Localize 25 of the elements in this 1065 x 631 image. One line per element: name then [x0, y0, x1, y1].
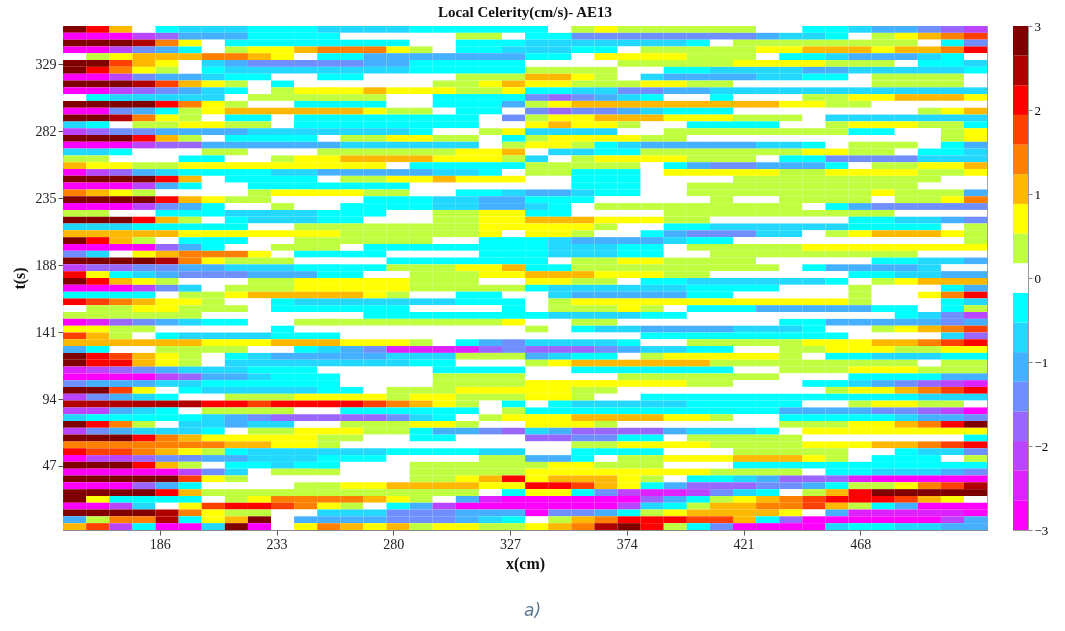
- x-tick-label: 327: [500, 536, 522, 552]
- x-tick-label: 233: [266, 536, 288, 552]
- x-tick-label: 421: [733, 536, 755, 552]
- chart-title: Local Celerity(cm/s)- AE13: [437, 4, 613, 21]
- color-bar-label: −1: [1034, 354, 1049, 370]
- color-bar-label: 2: [1034, 102, 1041, 118]
- y-tick-label: 188: [35, 257, 57, 273]
- x-tick-label: 374: [616, 536, 638, 552]
- text: a): [523, 600, 542, 620]
- y-tick-label: 329: [35, 56, 57, 72]
- y-tick-label: 47: [42, 458, 57, 474]
- y-tick-label: 94: [42, 391, 57, 407]
- x-tick-label: 468: [850, 536, 872, 552]
- x-tick-label: 280: [383, 536, 405, 552]
- color-bar-label: −2: [1034, 438, 1049, 454]
- y-tick-label: 235: [35, 190, 57, 206]
- x-tick-label: 186: [149, 536, 171, 552]
- x-axis-title: x(cm): [505, 554, 546, 573]
- color-bar-label: 0: [1034, 270, 1041, 286]
- color-bar-label: 1: [1034, 186, 1041, 202]
- color-bar-label: −3: [1034, 522, 1049, 538]
- color-bar-label: 3: [1034, 18, 1041, 34]
- y-tick-label: 282: [35, 123, 57, 139]
- y-tick-label: 141: [35, 324, 57, 340]
- y-axis-title: t(s): [10, 267, 29, 290]
